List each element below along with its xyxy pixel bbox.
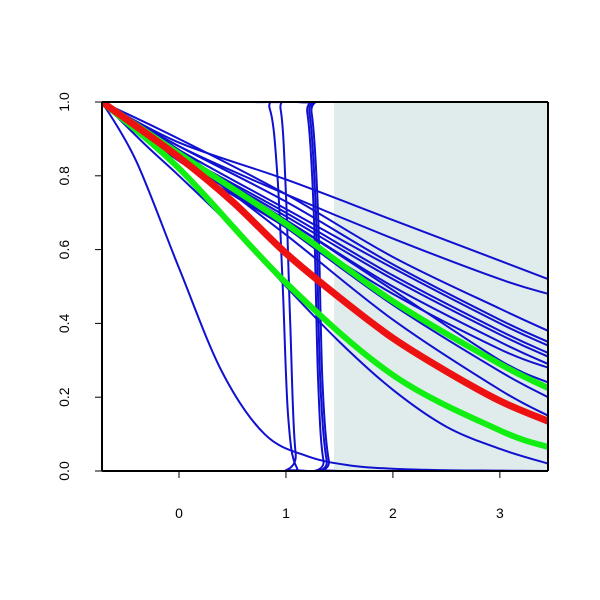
series-line-18 [102, 102, 548, 295]
y-tick-label: 0.8 [56, 166, 72, 186]
x-tick-label: 0 [175, 505, 183, 521]
series-line-5 [102, 102, 548, 471]
x-tick-label: 3 [496, 505, 504, 521]
x-tick-label: 2 [389, 505, 397, 521]
x-tick-label: 1 [282, 505, 290, 521]
y-tick-label: 1.0 [56, 92, 72, 112]
y-tick-label: 0.0 [56, 461, 72, 481]
y-tick-label: 0.6 [56, 240, 72, 260]
y-tick-label: 0.4 [56, 313, 72, 333]
series-line-8 [102, 102, 548, 332]
y-tick-label: 0.2 [56, 387, 72, 407]
series-line-23 [102, 102, 548, 425]
series-line-16 [102, 102, 548, 399]
series-line-21 [102, 102, 548, 451]
axis-layer: 0 1 2 3 0.0 0.2 0.4 0.6 0.8 1.0 [56, 92, 549, 521]
series-layer [102, 102, 548, 471]
series-line-6 [102, 102, 548, 471]
series-line-19 [102, 102, 548, 281]
series-line-7 [102, 102, 548, 465]
